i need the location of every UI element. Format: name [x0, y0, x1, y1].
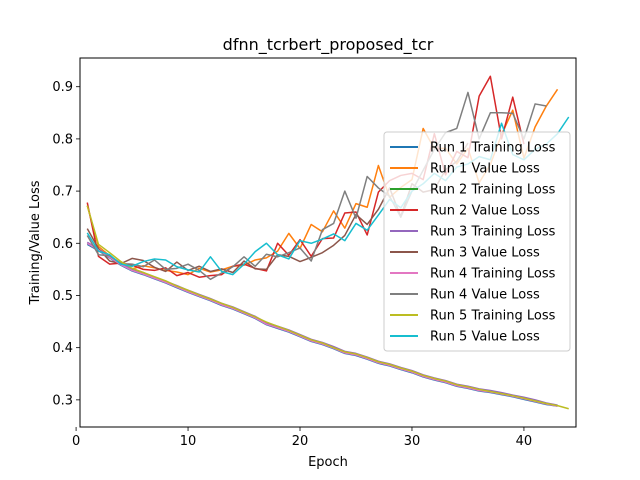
- x-tick-label: 30: [404, 434, 421, 449]
- legend-label: Run 3 Training Loss: [430, 225, 556, 240]
- legend-label: Run 1 Training Loss: [430, 141, 556, 156]
- legend-label: Run 2 Training Loss: [430, 183, 556, 198]
- series-line-9: [86, 205, 569, 410]
- legend-label: Run 1 Value Loss: [430, 162, 540, 177]
- series-line-7: [86, 242, 558, 407]
- legend: Run 1 Training Loss Run 1 Value Loss Run 2…: [383, 131, 571, 352]
- y-tick-label: 0.3: [52, 393, 73, 408]
- x-tick-label: 40: [516, 434, 533, 449]
- x-tick-label: 20: [292, 434, 309, 449]
- y-axis-ticks: 0.3 0.4 0.5 0.6 0.7 0.8 0.9: [52, 80, 80, 408]
- legend-label: Run 4 Training Loss: [430, 267, 556, 282]
- y-tick-label: 0.9: [52, 80, 73, 95]
- x-axis-label: Epoch: [308, 455, 348, 470]
- x-tick-label: 0: [72, 434, 80, 449]
- y-tick-label: 0.6: [52, 237, 73, 252]
- y-tick-label: 0.5: [52, 289, 73, 304]
- legend-label: Run 5 Value Loss: [430, 330, 540, 345]
- legend-label: Run 5 Training Loss: [430, 309, 556, 324]
- x-axis-ticks: 0 10 20 30 40: [72, 427, 532, 449]
- y-axis-label: Training/Value Loss: [28, 180, 43, 305]
- axes-frame: [79, 57, 577, 428]
- y-tick-label: 0.4: [52, 341, 73, 356]
- legend-label: Run 2 Value Loss: [430, 204, 540, 219]
- y-tick-label: 0.8: [52, 132, 73, 147]
- series-line-8: [86, 91, 547, 281]
- x-tick-label: 10: [180, 434, 197, 449]
- legend-box: [383, 131, 571, 352]
- legend-label: Run 3 Value Loss: [430, 246, 540, 261]
- legend-label: Run 4 Value Loss: [430, 288, 540, 303]
- y-tick-label: 0.7: [52, 185, 73, 200]
- chart-title: dfnn_tcrbert_proposed_tcr: [223, 35, 434, 55]
